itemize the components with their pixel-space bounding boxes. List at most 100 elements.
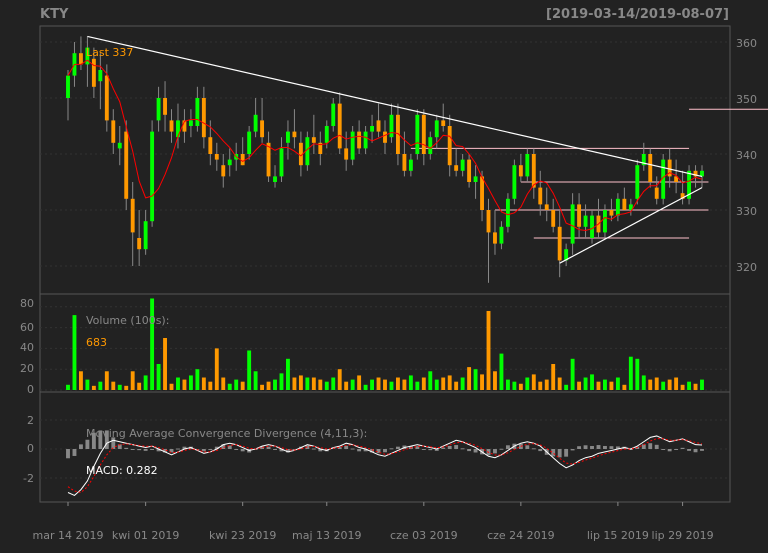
candle-body xyxy=(538,187,543,205)
volume-bar xyxy=(603,379,607,390)
price-tick: 340 xyxy=(736,149,757,162)
candle-body xyxy=(350,131,355,160)
candle-body xyxy=(551,210,556,227)
volume-bar xyxy=(693,383,698,390)
candle-body xyxy=(473,176,478,182)
candle-body xyxy=(286,131,290,143)
macd-histogram-bar xyxy=(337,447,342,449)
volume-bar xyxy=(408,375,413,390)
candle-body xyxy=(428,137,433,154)
volume-bar xyxy=(85,379,90,390)
macd-histogram-bar xyxy=(421,449,426,450)
macd-histogram-bar xyxy=(525,445,530,449)
last-price-label: Last 337 xyxy=(86,46,133,59)
candle-body xyxy=(615,198,620,216)
x-axis-ticks: mar 14 2019 kwi 01 2019 kwi 23 2019 maj 13 … xyxy=(33,502,714,542)
candle-body xyxy=(467,159,472,182)
candle-body xyxy=(279,148,284,177)
volume-tick: 80 xyxy=(20,297,34,310)
macd-histogram-bar xyxy=(111,437,116,449)
volume-bar xyxy=(221,377,226,390)
candle-body xyxy=(583,215,588,227)
volume-bar xyxy=(350,379,355,390)
volume-bar xyxy=(156,364,161,390)
macd-histogram-bar xyxy=(583,445,588,449)
candle-body xyxy=(150,131,155,222)
volume-value: 683 xyxy=(86,336,107,349)
candle-body xyxy=(240,154,245,166)
candle-body xyxy=(124,131,129,199)
macd-panel-frame xyxy=(39,391,731,503)
volume-bar xyxy=(260,384,265,390)
price-tick: 360 xyxy=(736,37,757,50)
volume-bar xyxy=(661,381,666,390)
candle-body xyxy=(363,131,368,149)
volume-bar xyxy=(143,375,148,390)
candle-body xyxy=(518,165,523,177)
candle-body xyxy=(525,154,530,177)
candle-body xyxy=(182,120,187,132)
candle-body xyxy=(674,176,679,182)
volume-bar xyxy=(583,377,588,390)
candle-body xyxy=(454,165,459,171)
volume-bar xyxy=(298,375,303,390)
macd-histogram-bar xyxy=(260,446,265,449)
volume-bar xyxy=(273,379,277,390)
macd-histogram-bar xyxy=(137,449,142,451)
candle-body xyxy=(337,103,342,149)
macd-line xyxy=(67,435,703,496)
macd-histogram-bar xyxy=(693,449,698,453)
macd-histogram-bar xyxy=(266,446,271,449)
candle-body xyxy=(227,159,232,166)
candle-body xyxy=(700,170,704,177)
candles-group xyxy=(66,36,704,283)
x-tick-label: lip 15 2019 xyxy=(587,529,649,542)
macd-histogram-bar xyxy=(460,448,465,450)
volume-bar xyxy=(66,384,70,390)
macd-histogram-bar xyxy=(590,445,594,449)
volume-bar xyxy=(564,384,569,390)
volume-bar xyxy=(318,379,323,390)
candle-body xyxy=(208,137,213,154)
candle-body xyxy=(78,53,83,65)
volume-bar xyxy=(78,371,83,390)
candle-body xyxy=(370,126,375,132)
macd-histogram-bar xyxy=(538,449,543,452)
volume-bar xyxy=(518,383,523,390)
candle-body xyxy=(266,142,271,177)
macd-group xyxy=(66,430,704,496)
price-tick: 350 xyxy=(736,93,757,106)
symbol-title: KTY xyxy=(40,7,69,22)
volume-bar xyxy=(111,381,116,390)
candle-body xyxy=(98,70,103,82)
candle-body xyxy=(441,120,446,126)
macd-tick: -2 xyxy=(23,472,34,485)
macd-histogram-bar xyxy=(674,449,679,450)
macd-histogram-bar xyxy=(687,449,692,451)
candle-body xyxy=(318,142,323,154)
macd-histogram-bar xyxy=(240,449,245,452)
macd-histogram-bar xyxy=(447,445,452,449)
candle-body xyxy=(447,126,452,166)
macd-histogram-bar xyxy=(376,449,381,454)
macd-histogram-bar xyxy=(395,446,400,449)
macd-histogram-bar xyxy=(214,446,219,449)
volume-bar xyxy=(357,375,362,390)
macd-histogram-bar xyxy=(557,449,562,458)
macd-histogram-bar xyxy=(72,449,77,456)
candle-body xyxy=(376,120,381,132)
macd-histogram-bar xyxy=(428,449,433,451)
volume-bar xyxy=(130,371,135,390)
macd-histogram-bar xyxy=(279,449,284,452)
macd-histogram-bar xyxy=(467,449,472,452)
volume-bar xyxy=(370,379,375,390)
candle-body xyxy=(544,204,549,210)
candle-body xyxy=(687,170,692,199)
macd-histogram-bar xyxy=(66,449,70,459)
volume-bar xyxy=(182,379,187,390)
candle-body xyxy=(654,187,659,199)
macd-histogram-bar xyxy=(654,444,659,449)
volume-bar xyxy=(480,374,484,390)
macd-histogram-bar xyxy=(415,446,420,449)
macd-histogram-bar xyxy=(234,449,239,450)
